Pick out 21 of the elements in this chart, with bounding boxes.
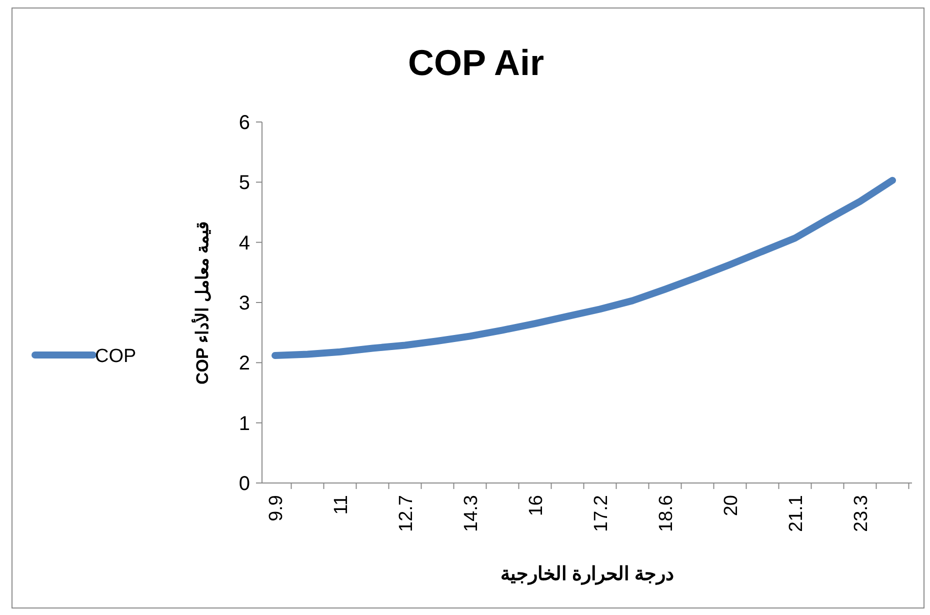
x-tick-label: 16	[526, 495, 547, 516]
x-axis-title: درجة الحرارة الخارجية	[500, 564, 674, 585]
x-tick-label: 17.2	[591, 495, 612, 532]
y-tick-label: 2	[238, 352, 250, 375]
x-tick-label: 21.1	[786, 495, 807, 532]
x-tick-label: 11	[331, 495, 352, 515]
chart-title: COP Air	[408, 42, 544, 83]
x-tick-label: 18.6	[656, 495, 677, 532]
legend-label: COP	[95, 346, 136, 367]
y-tick-label: 1	[238, 412, 250, 435]
y-tick-label: 5	[238, 172, 250, 194]
x-tick-label: 14.3	[461, 495, 482, 532]
y-tick-label: 0	[238, 473, 250, 495]
x-tick-label: 12.7	[396, 495, 417, 532]
y-tick-label: 4	[238, 232, 250, 254]
x-tick-label: 9.9	[266, 495, 287, 522]
y-tick-label: 3	[238, 292, 250, 314]
x-tick-label: 20	[721, 495, 742, 516]
x-tick-label: 23.3	[851, 495, 872, 532]
y-axis-title: قيمة معامل الأداء COP	[191, 221, 212, 385]
y-tick-label: 6	[238, 112, 250, 134]
